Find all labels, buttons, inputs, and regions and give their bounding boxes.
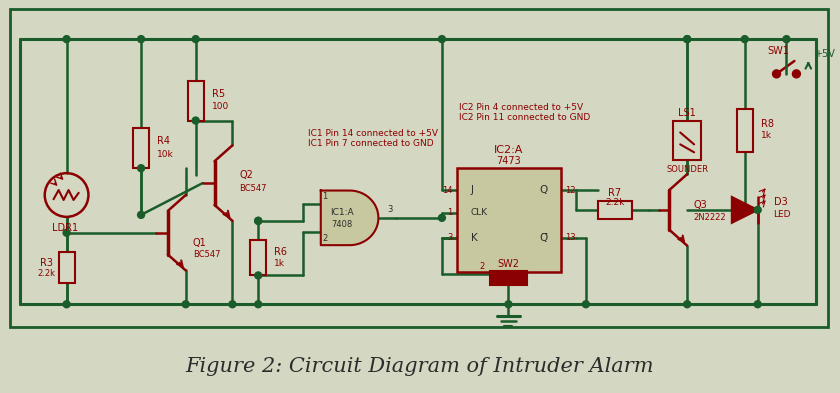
Circle shape [684, 301, 690, 308]
Circle shape [438, 36, 445, 42]
Circle shape [229, 301, 236, 308]
Circle shape [255, 217, 262, 224]
Bar [187, 81, 203, 121]
Polygon shape [732, 197, 758, 223]
Text: IC2 Pin 4 connected to +5V
IC2 Pin 11 connected to GND: IC2 Pin 4 connected to +5V IC2 Pin 11 co… [459, 103, 590, 122]
Circle shape [505, 301, 512, 308]
Text: LDR1: LDR1 [51, 223, 77, 233]
Text: Q3: Q3 [693, 200, 707, 210]
Text: 2.2k: 2.2k [38, 269, 55, 278]
Bar [10, 9, 828, 327]
Text: 1k: 1k [761, 131, 772, 140]
Bar [59, 252, 75, 283]
Text: IC2:A: IC2:A [494, 145, 523, 155]
Circle shape [491, 274, 498, 283]
Circle shape [582, 301, 590, 308]
Text: 100: 100 [212, 102, 228, 111]
Bar [133, 129, 149, 168]
Circle shape [255, 272, 262, 279]
Text: K: K [470, 233, 477, 243]
Text: BC547: BC547 [239, 184, 267, 193]
Bar [250, 240, 266, 275]
Circle shape [684, 36, 690, 42]
Circle shape [138, 36, 144, 42]
Circle shape [182, 301, 189, 308]
Circle shape [192, 36, 199, 42]
Text: 1k: 1k [274, 259, 285, 268]
Text: IC1:A: IC1:A [330, 208, 354, 217]
Circle shape [63, 229, 70, 236]
Text: 10k: 10k [157, 150, 174, 159]
Circle shape [684, 36, 690, 42]
Text: 13: 13 [565, 233, 575, 242]
Circle shape [773, 70, 780, 78]
Text: 1: 1 [448, 208, 453, 217]
Text: 1: 1 [322, 193, 328, 202]
Text: R8: R8 [761, 119, 774, 129]
Text: 2: 2 [480, 262, 485, 271]
Circle shape [255, 217, 262, 224]
Circle shape [138, 211, 144, 219]
Text: IC1 Pin 14 connected to +5V
IC1 Pin 7 connected to GND: IC1 Pin 14 connected to +5V IC1 Pin 7 co… [308, 129, 438, 148]
Text: +5V: +5V [814, 49, 835, 59]
Text: 2: 2 [322, 234, 328, 243]
Circle shape [783, 36, 790, 42]
Bar [490, 272, 528, 285]
Text: LS1: LS1 [678, 108, 696, 118]
Bar [737, 108, 753, 152]
Text: 3: 3 [387, 206, 393, 215]
Text: Q1: Q1 [192, 238, 207, 248]
Text: 2N2222: 2N2222 [693, 213, 726, 222]
Text: CLK: CLK [470, 208, 488, 217]
Text: BC547: BC547 [192, 250, 220, 259]
Text: 2.2k: 2.2k [605, 198, 624, 208]
Text: SW2: SW2 [497, 259, 519, 268]
Circle shape [792, 70, 801, 78]
Bar [598, 201, 632, 219]
Text: SOUNDER: SOUNDER [666, 165, 708, 174]
Text: Q̅: Q̅ [539, 233, 547, 243]
Text: 7473: 7473 [496, 156, 522, 166]
Text: 7408: 7408 [331, 220, 352, 229]
Text: R7: R7 [608, 188, 622, 198]
Circle shape [518, 274, 527, 283]
Text: 3: 3 [448, 233, 453, 242]
Text: R5: R5 [212, 89, 224, 99]
Circle shape [438, 214, 445, 221]
Circle shape [754, 206, 761, 213]
Text: LED: LED [774, 210, 791, 219]
Text: 14: 14 [443, 185, 453, 195]
Bar [674, 121, 701, 160]
Text: J: J [470, 185, 474, 195]
Text: Figure 2: Circuit Diagram of Intruder Alarm: Figure 2: Circuit Diagram of Intruder Al… [185, 357, 654, 376]
Circle shape [192, 117, 199, 124]
Polygon shape [321, 191, 378, 245]
Circle shape [754, 301, 761, 308]
Text: R6: R6 [274, 247, 287, 257]
Circle shape [63, 301, 70, 308]
Text: Q2: Q2 [239, 170, 253, 180]
Bar [457, 168, 561, 272]
Text: SW1: SW1 [768, 46, 790, 56]
Text: R4: R4 [157, 136, 170, 146]
Text: Q: Q [539, 185, 547, 195]
Circle shape [741, 36, 748, 42]
Circle shape [255, 301, 262, 308]
Circle shape [138, 165, 144, 172]
Circle shape [63, 36, 70, 42]
Text: 12: 12 [565, 185, 575, 195]
Text: D3: D3 [774, 197, 787, 207]
Text: R3: R3 [40, 257, 53, 268]
